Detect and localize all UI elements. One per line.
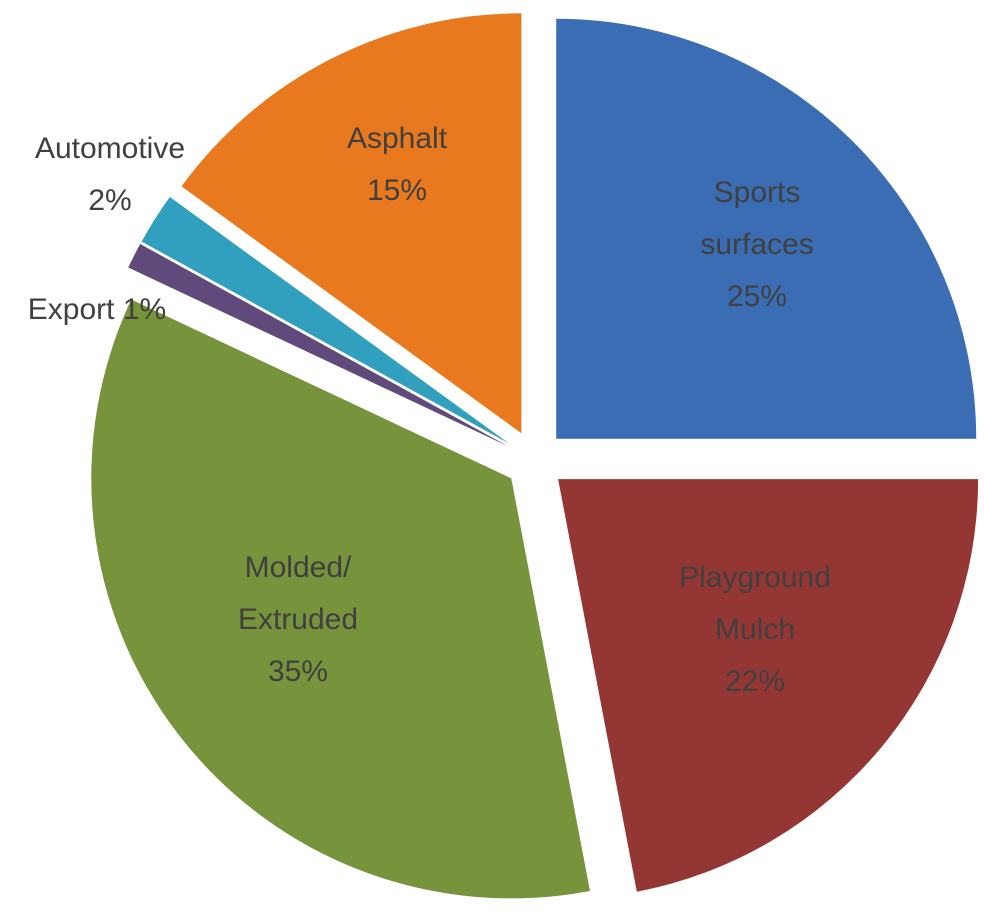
value-label: 35% xyxy=(267,655,329,688)
pie-slice xyxy=(556,18,977,439)
value-label: 22% xyxy=(724,665,786,698)
category-label: Automotive xyxy=(34,132,186,165)
slice-label: Asphalt 15% xyxy=(347,113,447,217)
pie-slice xyxy=(91,299,590,899)
slice-label: Molded/ Extruded 35% xyxy=(238,542,358,698)
category-label: Sports surfaces xyxy=(700,176,814,261)
value-label: 2% xyxy=(88,184,132,217)
category-label: Asphalt xyxy=(346,122,448,155)
pie-slice xyxy=(141,197,510,444)
category-label: Export xyxy=(27,293,115,326)
pie-slice xyxy=(128,244,509,447)
value-label: 25% xyxy=(726,280,788,313)
category-label: Molded/ Extruded xyxy=(237,551,359,636)
slice-label: Sports surfaces 25% xyxy=(700,167,813,323)
pie-slice xyxy=(558,479,979,892)
slice-label: Playground Mulch 22% xyxy=(679,552,831,708)
value-label: 15% xyxy=(366,174,428,207)
category-label: Playground Mulch xyxy=(679,561,831,646)
slice-label: Export 1% xyxy=(28,284,166,336)
pie-slice xyxy=(181,13,522,434)
value-label: 1% xyxy=(122,293,167,326)
slice-label: Automotive 2% xyxy=(35,123,185,227)
